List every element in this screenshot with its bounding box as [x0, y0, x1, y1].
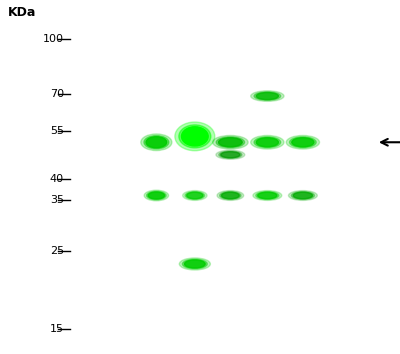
Ellipse shape [183, 190, 207, 200]
Text: C: C [225, 28, 236, 43]
Text: 35: 35 [50, 195, 64, 205]
Ellipse shape [182, 259, 207, 269]
Text: A: A [150, 28, 162, 43]
Ellipse shape [146, 137, 167, 148]
Ellipse shape [288, 190, 317, 200]
Ellipse shape [256, 192, 279, 199]
Ellipse shape [254, 137, 281, 148]
Ellipse shape [217, 190, 244, 200]
Ellipse shape [216, 137, 244, 148]
Ellipse shape [213, 136, 248, 149]
Ellipse shape [141, 134, 172, 150]
Text: 100: 100 [43, 34, 64, 44]
Ellipse shape [216, 150, 245, 159]
Ellipse shape [179, 125, 211, 148]
Ellipse shape [218, 138, 242, 147]
Ellipse shape [251, 136, 284, 149]
Ellipse shape [219, 151, 242, 158]
Ellipse shape [144, 136, 169, 149]
Text: 70: 70 [50, 89, 64, 99]
Ellipse shape [221, 152, 240, 158]
Ellipse shape [179, 258, 210, 270]
Ellipse shape [182, 127, 208, 146]
Text: 15: 15 [50, 324, 64, 334]
Ellipse shape [292, 138, 314, 147]
Ellipse shape [253, 190, 282, 200]
Text: KDa: KDa [8, 6, 36, 19]
Text: D: D [261, 28, 274, 43]
Ellipse shape [290, 137, 316, 148]
Ellipse shape [286, 136, 320, 149]
Text: E: E [298, 28, 308, 43]
Ellipse shape [258, 192, 277, 199]
Ellipse shape [175, 122, 215, 151]
Ellipse shape [148, 192, 164, 199]
Text: B: B [189, 28, 201, 43]
Ellipse shape [185, 192, 205, 199]
Ellipse shape [220, 192, 241, 199]
Text: 55: 55 [50, 126, 64, 136]
Ellipse shape [222, 192, 239, 199]
Ellipse shape [184, 260, 205, 268]
Text: 40: 40 [50, 175, 64, 184]
Ellipse shape [256, 92, 278, 99]
Ellipse shape [251, 91, 284, 101]
Ellipse shape [256, 138, 278, 147]
Text: 25: 25 [50, 246, 64, 256]
Ellipse shape [291, 192, 314, 199]
Ellipse shape [144, 190, 168, 201]
Ellipse shape [254, 92, 281, 100]
Ellipse shape [146, 191, 166, 200]
Ellipse shape [187, 192, 203, 199]
Ellipse shape [293, 192, 312, 199]
